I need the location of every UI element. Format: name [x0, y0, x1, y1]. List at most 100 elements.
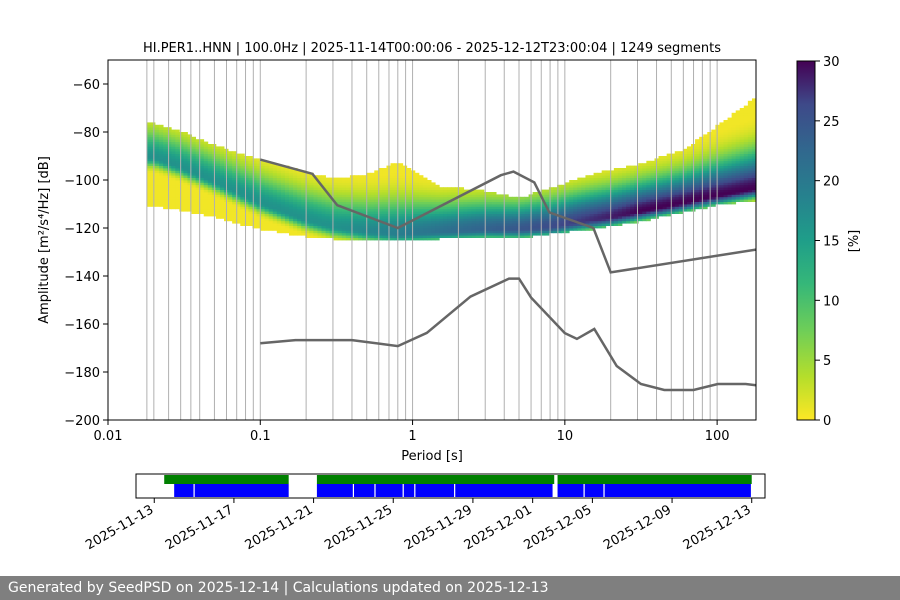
- heatmap-cell: [187, 206, 192, 210]
- heatmap-cell: [313, 194, 318, 198]
- heatmap-cell: [167, 192, 172, 195]
- heatmap-cell: [236, 172, 241, 176]
- heatmap-cell: [723, 141, 728, 145]
- heatmap-cell: [707, 163, 712, 166]
- heatmap-cell: [313, 187, 318, 190]
- heatmap-cell: [313, 196, 318, 200]
- heatmap-cell: [301, 218, 306, 222]
- heatmap-cell: [207, 182, 213, 186]
- heatmap-cell: [370, 237, 375, 241]
- heatmap-cell: [199, 158, 205, 162]
- heatmap-cell: [711, 184, 716, 188]
- heatmap-cell: [272, 189, 278, 193]
- heatmap-cell: [735, 115, 741, 118]
- heatmap-cell: [544, 220, 550, 224]
- heatmap-cell: [248, 172, 253, 176]
- heatmap-cell: [431, 196, 436, 200]
- heatmap-cell: [471, 213, 477, 217]
- heatmap-cell: [686, 148, 692, 152]
- heatmap-cell: [199, 204, 205, 207]
- heatmap-cell: [613, 187, 619, 190]
- heatmap-cell: [597, 182, 603, 186]
- heatmap-cell: [418, 194, 424, 198]
- heatmap-cell: [707, 180, 712, 183]
- heatmap-cell: [256, 223, 261, 226]
- heatmap-cell: [183, 177, 188, 181]
- heatmap-cell: [711, 144, 716, 147]
- heatmap-cell: [329, 235, 335, 238]
- heatmap-cell: [512, 199, 517, 202]
- heatmap-cell: [593, 194, 599, 198]
- heatmap-cell: [179, 136, 184, 140]
- heatmap-cell: [248, 199, 253, 202]
- heatmap-cell: [459, 204, 465, 207]
- heatmap-cell: [617, 192, 623, 195]
- heatmap-cell: [727, 146, 733, 150]
- heatmap-cell: [601, 211, 607, 214]
- heatmap-cell: [333, 199, 339, 202]
- heatmap-cell: [353, 194, 359, 198]
- heatmap-cell: [743, 156, 749, 159]
- heatmap-cell: [548, 196, 554, 200]
- heatmap-cell: [191, 172, 196, 176]
- heatmap-cell: [593, 175, 599, 178]
- heatmap-cell: [719, 158, 724, 162]
- heatmap-cell: [297, 218, 302, 222]
- heatmap-cell: [317, 199, 322, 202]
- heatmap-cell: [329, 228, 335, 231]
- heatmap-cell: [155, 189, 160, 193]
- heatmap-cell: [370, 189, 375, 193]
- heatmap-cell: [719, 163, 724, 166]
- heatmap-cell: [402, 182, 408, 186]
- heatmap-cell: [284, 206, 290, 210]
- heatmap-cell: [666, 189, 672, 193]
- heatmap-cell: [447, 228, 452, 231]
- heatmap-cell: [536, 230, 542, 234]
- heatmap-cell: [719, 170, 724, 174]
- heatmap-cell: [179, 160, 184, 164]
- heatmap-cell: [362, 177, 367, 181]
- heatmap-cell: [682, 189, 688, 193]
- heatmap-cell: [297, 192, 302, 195]
- heatmap-cell: [703, 206, 708, 210]
- heatmap-cell: [317, 230, 322, 234]
- heatmap-cell: [382, 180, 387, 183]
- heatmap-cell: [280, 204, 286, 207]
- heatmap-cell: [219, 172, 225, 176]
- heatmap-cell: [228, 218, 233, 222]
- heatmap-cell: [471, 201, 477, 205]
- heatmap-cell: [345, 194, 351, 198]
- heatmap-cell: [232, 196, 237, 200]
- heatmap-cell: [540, 206, 546, 210]
- heatmap-cell: [370, 228, 375, 231]
- heatmap-cell: [301, 225, 306, 229]
- heatmap-cell: [492, 199, 497, 202]
- heatmap-cell: [609, 182, 615, 186]
- heatmap-cell: [427, 204, 432, 207]
- heatmap-cell: [333, 235, 339, 238]
- heatmap-cell: [642, 175, 647, 178]
- heatmap-cell: [382, 196, 387, 200]
- heatmap-cell: [707, 151, 712, 154]
- heatmap-cell: [366, 218, 371, 222]
- heatmap-cell: [382, 235, 387, 238]
- heatmap-cell: [577, 196, 582, 200]
- heatmap-cell: [585, 201, 590, 205]
- heatmap-cell: [406, 182, 412, 186]
- heatmap-cell: [751, 158, 756, 162]
- heatmap-cell: [557, 204, 562, 207]
- heatmap-cell: [565, 206, 570, 210]
- heatmap-cell: [219, 211, 225, 214]
- heatmap-cell: [751, 199, 756, 202]
- heatmap-cell: [171, 194, 176, 198]
- heatmap-cell: [155, 168, 160, 171]
- heatmap-cell: [293, 213, 298, 217]
- heatmap-cell: [175, 156, 180, 159]
- heatmap-cell: [646, 175, 651, 178]
- heatmap-cell: [695, 156, 700, 159]
- heatmap-cell: [353, 184, 359, 188]
- heatmap-cell: [260, 208, 266, 212]
- heatmap-cell: [739, 194, 745, 198]
- heatmap-cell: [650, 213, 655, 217]
- heatmap-cell: [264, 225, 270, 229]
